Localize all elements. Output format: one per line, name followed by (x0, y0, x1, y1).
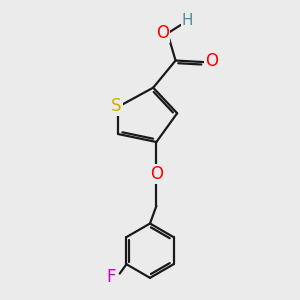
Text: O: O (156, 24, 169, 42)
Text: S: S (111, 97, 122, 115)
Text: O: O (205, 52, 218, 70)
Text: H: H (182, 13, 194, 28)
Text: F: F (106, 268, 116, 286)
Text: O: O (150, 165, 163, 183)
